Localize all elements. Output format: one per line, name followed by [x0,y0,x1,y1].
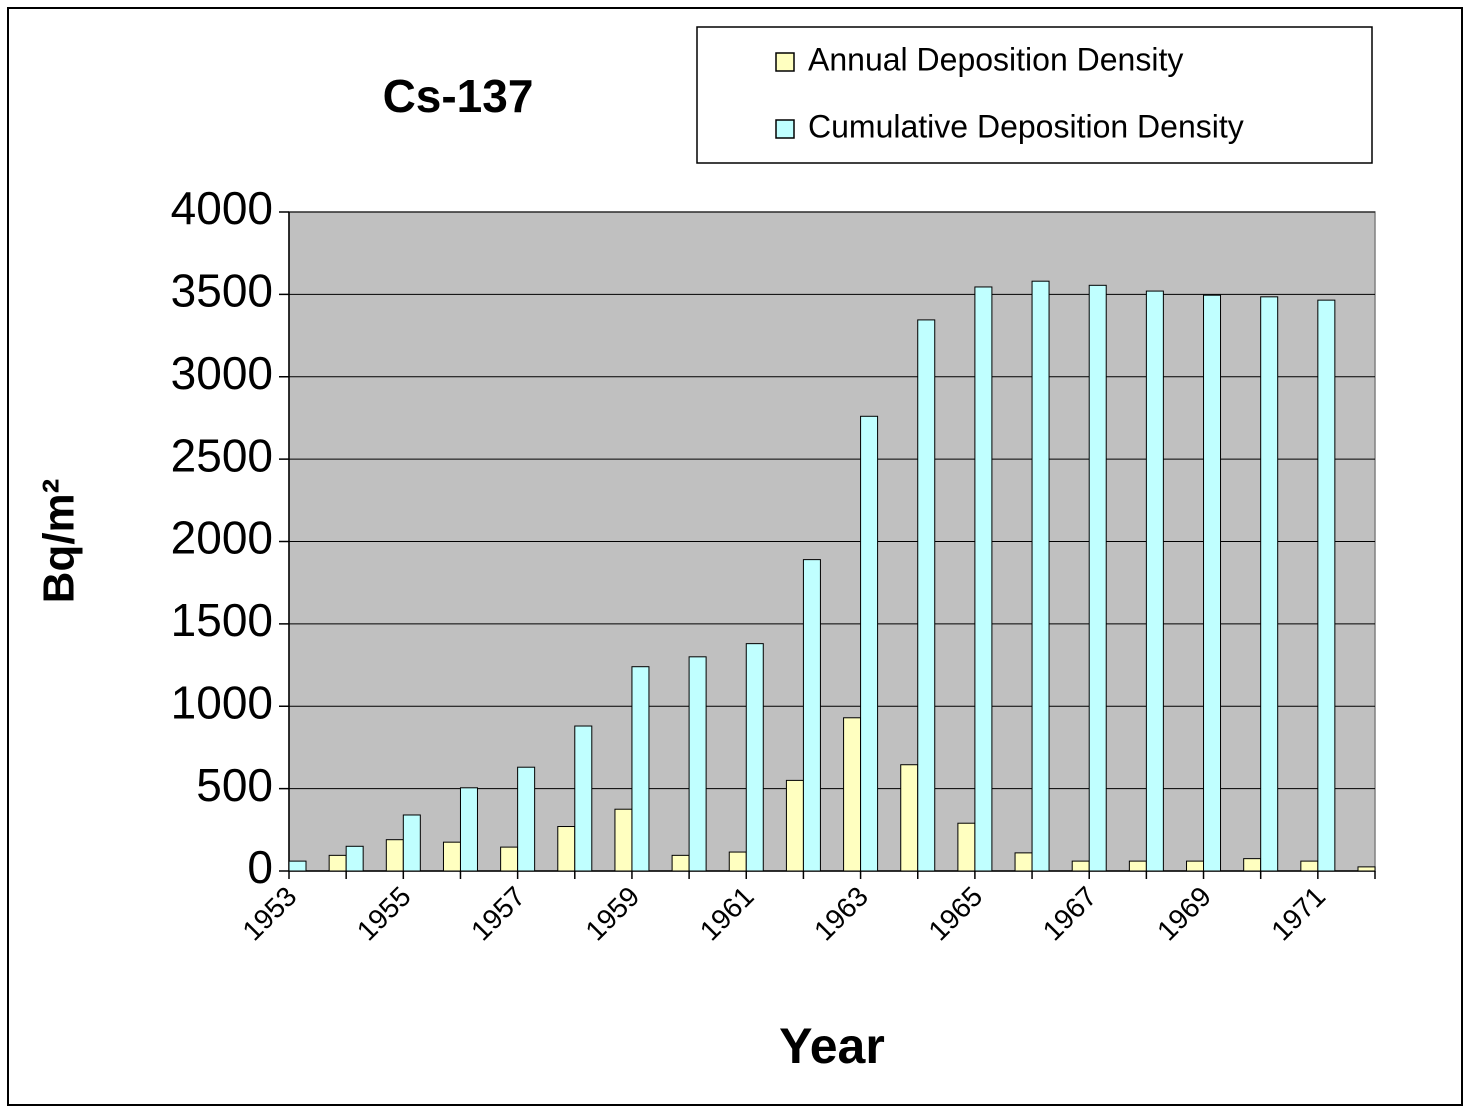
bar [974,286,993,872]
bar [1357,866,1376,872]
bar [557,826,576,872]
bar [957,822,976,872]
y-tick-label: 4000 [171,182,273,234]
legend-swatch [775,52,795,72]
bar [860,415,879,872]
bar [459,787,478,872]
bar [843,717,862,872]
y-axis-label: Bq/m² [35,479,84,604]
y-tick-label: 3000 [171,347,273,399]
legend-label: Annual Deposition Density [808,41,1183,77]
bar [671,854,690,872]
bar [900,764,919,872]
y-tick-label: 2000 [171,512,273,564]
y-tick-label: 1500 [171,594,273,646]
bar [917,319,936,872]
bar [442,841,461,872]
y-tick-label: 500 [196,759,273,811]
bar [345,845,364,872]
bar [1260,296,1279,872]
bar [1031,280,1050,872]
bar [785,779,804,872]
bar [745,643,764,872]
legend: Annual Deposition Density Cumulative Depo… [775,41,1244,144]
bar [1300,860,1319,872]
y-tick-label: 2500 [171,429,273,481]
bar [1186,860,1205,872]
legend-box [696,26,1373,164]
bar [1145,290,1164,872]
bar [1317,299,1336,872]
legend-label: Cumulative Deposition Density [808,108,1244,144]
bar [517,766,536,872]
y-tick-label: 1000 [171,676,273,728]
bar [728,851,747,872]
bar [328,854,347,872]
bar [1071,860,1090,872]
legend-swatch [775,119,795,139]
bar [1243,858,1262,872]
bar [500,846,519,872]
bar [631,666,650,872]
bar [402,814,421,872]
y-tick-label: 3500 [171,265,273,317]
bar [802,559,821,872]
plot-area [279,211,1376,879]
x-axis-label: Year [779,1018,885,1074]
bar [1128,860,1147,872]
chart-title: Cs-137 [383,70,534,122]
bar [574,725,593,872]
bar [1014,852,1033,872]
bar [688,656,707,872]
bar [1203,294,1222,872]
y-tick-label: 0 [247,841,273,893]
bar [288,860,307,872]
bar [385,839,404,872]
bar [614,808,633,872]
bar [1088,284,1107,872]
